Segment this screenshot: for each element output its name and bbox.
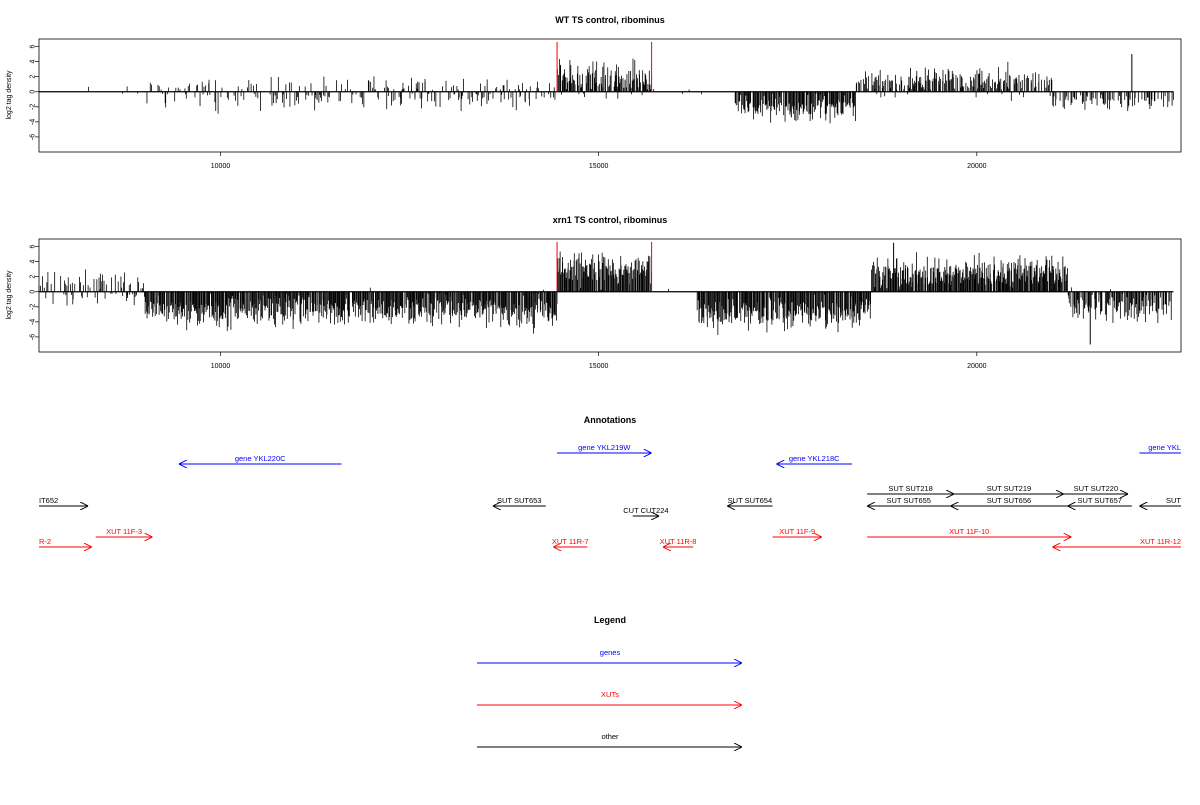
annotation-feature: XUT 11R-7 [552,537,589,547]
x-tick-label: 10000 [211,363,231,370]
feature-label: gene YKL218C [789,454,840,463]
annotation-feature: gene YKL218C [776,454,853,464]
legend-label: XUTs [601,690,619,699]
feature-label: gene YKL219W [578,443,631,452]
legend-item: genes [477,648,742,663]
feature-label: R-2 [39,537,51,546]
feature-label: SUT SUT656 [987,496,1031,505]
annotation-feature: XUT 11F-3 [95,527,153,537]
feature-label: SUT SUT220 [1074,484,1118,493]
y-tick-label: -2 [30,104,37,110]
feature-label: SUT SUT657 [1077,496,1121,505]
annotation-feature: SUT SUT219 [954,484,1064,494]
wt-plot-frame [38,38,1182,153]
annotation-feature: XUT 11F-10 [867,527,1072,537]
y-tick-label: -2 [30,304,37,310]
annotation-feature: SUT SUT657 [1067,496,1132,506]
legend-title: Legend [594,615,626,625]
annotation-feature: SUT SUT656 [950,496,1068,506]
annotation-feature: gene YKL220C [178,454,342,464]
annotation-feature: XUT 11R-8 [660,537,697,547]
feature-label: XUT 11R-12 [1140,537,1181,546]
x-tick-label: 10000 [211,163,231,170]
feature-label: XUT 11F-10 [949,527,989,536]
legend-items: genes XUTs other [477,648,742,747]
feature-label: XUT 11F-9 [779,527,815,536]
y-tick-label: 0 [30,290,37,294]
annotation-feature: IT652 [39,496,89,506]
annotation-feature: SUT SUT654 [727,496,773,506]
annotation-features: gene YKL220C gene YKL219W gene YKL218C gene… [39,443,1181,547]
x-tick-label: 20000 [967,363,987,370]
annotation-feature: SUT [1139,496,1181,506]
wt-x-ticks: 10000 15000 20000 [211,152,987,170]
annotation-feature: R-2 [39,537,92,547]
y-tick-label: 4 [30,260,37,264]
feature-label: gene YKL [1148,443,1181,452]
wt-chart: WT TS control, ribominus log2 tag densit… [6,15,1182,170]
xrn1-plot-frame [38,238,1182,353]
y-tick-label: 2 [30,75,37,79]
legend-item: XUTs [477,690,742,705]
legend: Legend genes XUTs other [477,615,742,747]
annotation-feature: SUT SUT218 [867,484,955,494]
xrn1-bars [38,242,1174,345]
wt-bars [39,42,1174,124]
annotation-feature: SUT SUT220 [1063,484,1129,494]
y-tick-label: 6 [30,44,37,48]
feature-label: CUT CUT224 [623,506,668,515]
y-tick-label: -4 [30,319,37,325]
wt-y-axis-label: log2 tag density [6,70,13,120]
x-tick-label: 15000 [589,163,609,170]
annotation-feature: SUT SUT653 [492,496,546,506]
feature-label: IT652 [39,496,58,505]
legend-label: genes [600,648,621,657]
xrn1-x-ticks: 10000 15000 20000 [211,352,987,370]
annotation-feature: XUT 11R-12 [1052,537,1181,547]
feature-label: SUT SUT653 [497,496,541,505]
legend-label: other [601,732,619,741]
y-tick-label: 6 [30,244,37,248]
xrn1-y-ticks: -6 -4 -2 0 2 4 6 [30,244,39,340]
xrn1-chart-title: xrn1 TS control, ribominus [553,215,668,225]
y-tick-label: -4 [30,119,37,125]
x-tick-label: 15000 [589,363,609,370]
y-tick-label: -6 [30,334,37,340]
feature-label: SUT [1166,496,1181,505]
feature-label: SUT SUT654 [728,496,772,505]
feature-label: SUT SUT218 [888,484,932,493]
xrn1-y-axis-label: log2 tag density [6,270,13,320]
y-tick-label: 2 [30,275,37,279]
y-tick-label: 0 [30,90,37,94]
x-tick-label: 20000 [967,163,987,170]
annotation-feature: XUT 11F-9 [772,527,822,537]
wt-y-ticks: -6 -4 -2 0 2 4 6 [30,44,39,140]
annotation-feature: SUT SUT655 [867,496,951,506]
feature-label: SUT SUT219 [987,484,1031,493]
annotation-feature: gene YKL219W [557,443,652,453]
y-tick-label: -6 [30,134,37,140]
xrn1-chart: xrn1 TS control, ribominus log2 tag dens… [6,215,1182,370]
feature-label: XUT 11R-7 [552,537,589,546]
feature-label: gene YKL220C [235,454,286,463]
annotations-title: Annotations [584,415,637,425]
annotation-feature: gene YKL [1139,443,1181,454]
wt-chart-title: WT TS control, ribominus [555,15,665,25]
y-tick-label: 4 [30,60,37,64]
feature-label: XUT 11R-8 [660,537,697,546]
annotation-feature: CUT CUT224 [623,506,669,516]
legend-item: other [477,732,742,747]
feature-label: SUT SUT655 [887,496,931,505]
feature-label: XUT 11F-3 [106,527,142,536]
